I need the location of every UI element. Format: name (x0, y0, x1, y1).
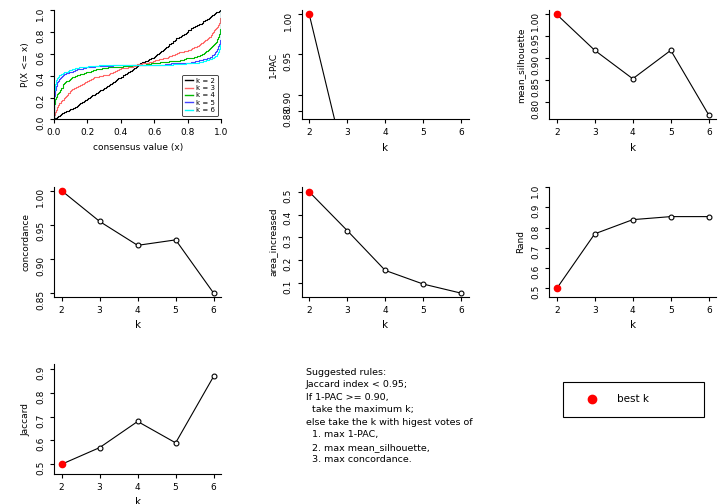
X-axis label: k: k (135, 497, 140, 504)
Text: best k: best k (617, 395, 649, 404)
X-axis label: k: k (630, 143, 636, 153)
Y-axis label: concordance: concordance (22, 213, 30, 271)
Text: Suggested rules:
Jaccard index < 0.95;
If 1-PAC >= 0.90,
  take the maximum k;
e: Suggested rules: Jaccard index < 0.95; I… (306, 368, 472, 464)
Y-axis label: mean_silhouette: mean_silhouette (516, 27, 526, 102)
Legend: k = 2, k = 3, k = 4, k = 5, k = 6: k = 2, k = 3, k = 4, k = 5, k = 6 (182, 75, 218, 116)
X-axis label: k: k (630, 320, 636, 330)
Y-axis label: area_increased: area_increased (269, 208, 278, 276)
X-axis label: k: k (135, 320, 140, 330)
Y-axis label: 1-PAC: 1-PAC (269, 52, 278, 78)
Y-axis label: P(X <= x): P(X <= x) (22, 42, 30, 87)
Y-axis label: Rand: Rand (516, 230, 526, 254)
X-axis label: k: k (382, 320, 388, 330)
X-axis label: consensus value (x): consensus value (x) (92, 143, 183, 152)
X-axis label: k: k (382, 143, 388, 153)
Y-axis label: Jaccard: Jaccard (22, 403, 30, 435)
